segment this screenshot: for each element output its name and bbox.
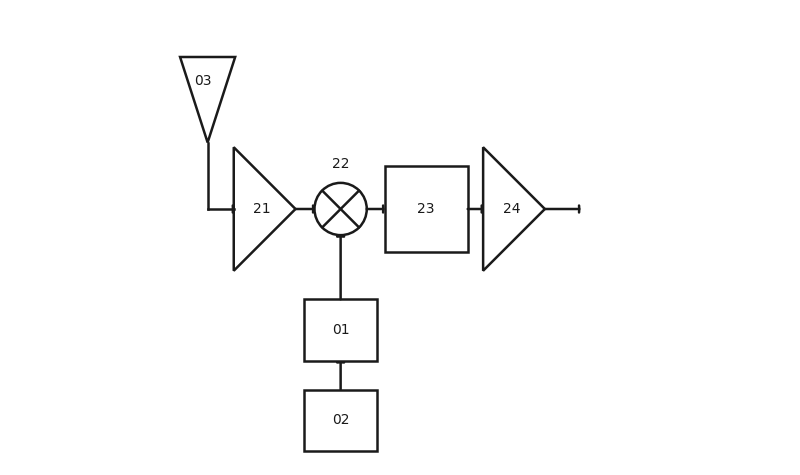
Text: 21: 21 bbox=[254, 202, 271, 216]
Text: 03: 03 bbox=[194, 74, 212, 88]
Bar bbox=[304, 299, 378, 361]
Bar bbox=[304, 390, 378, 451]
Text: 22: 22 bbox=[332, 157, 350, 171]
Text: 24: 24 bbox=[503, 202, 520, 216]
Text: 02: 02 bbox=[332, 413, 350, 428]
Text: 23: 23 bbox=[418, 202, 435, 216]
Text: 01: 01 bbox=[332, 323, 350, 337]
Bar bbox=[385, 166, 468, 252]
